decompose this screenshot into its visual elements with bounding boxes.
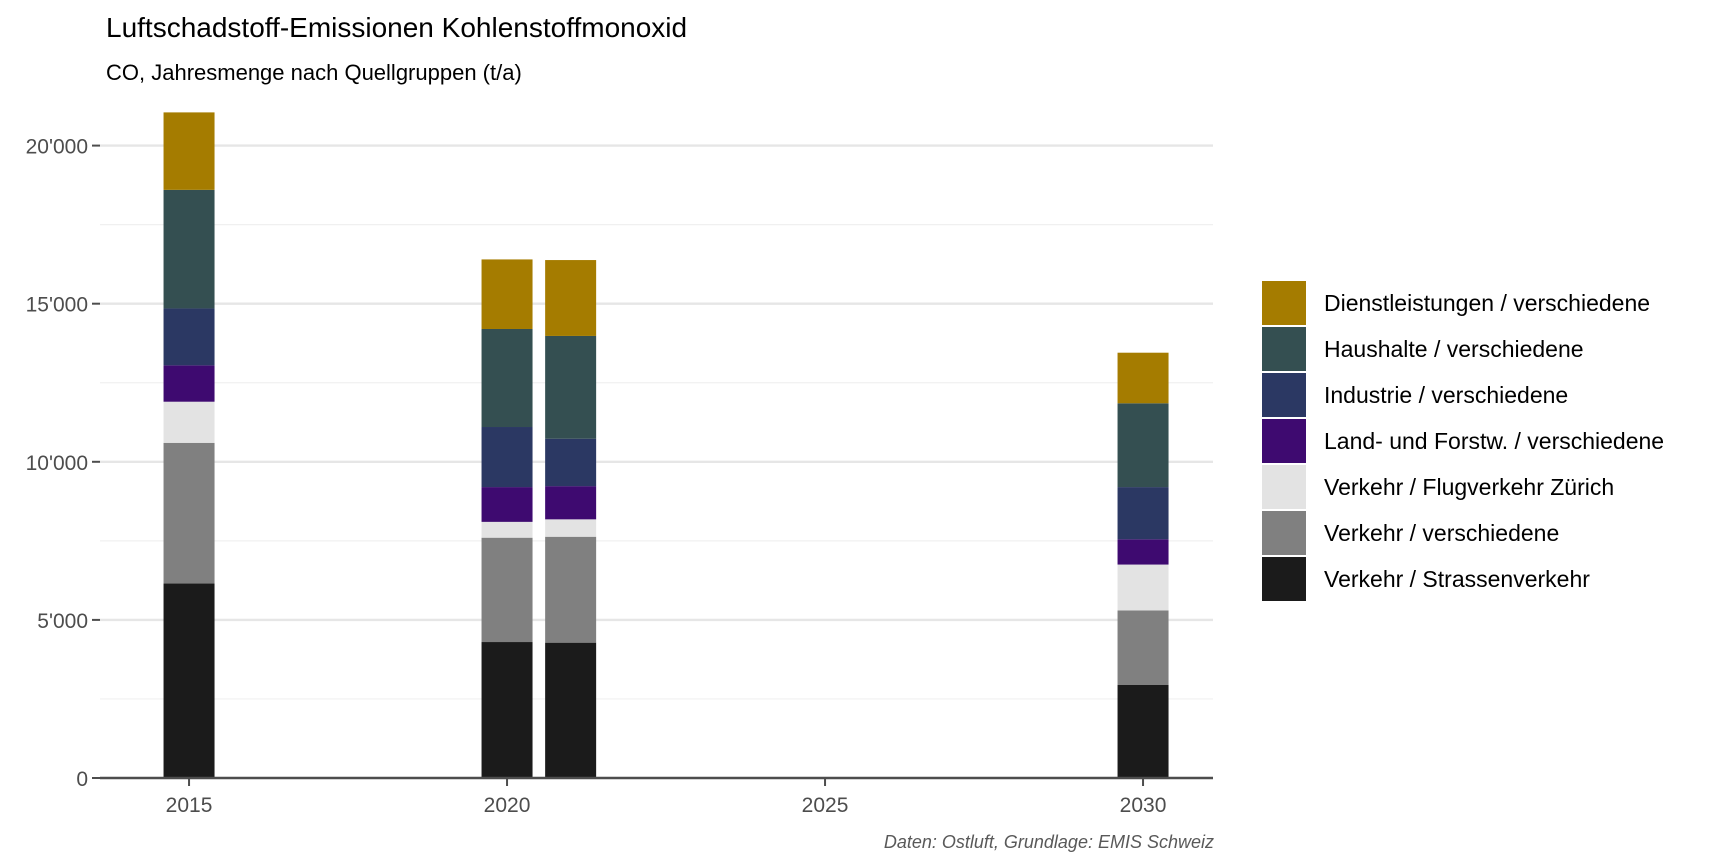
x-tick-label: 2025 [802,794,849,817]
bar-segment [481,259,533,329]
bar-segment [545,438,597,487]
bar-segment [1117,487,1169,540]
y-tick-label: 10'000 [26,452,88,475]
legend-swatch [1262,281,1306,325]
axis-layer: 0 5'000 10'000 15'000 20'000 2015 2020 2025 2030 [26,136,1213,817]
bar-segment [163,583,215,778]
bar-segment [163,112,215,190]
bar-segment [545,642,597,778]
bar-segment [163,401,215,443]
bar-segment [163,308,215,366]
legend-label: Verkehr / verschiedene [1324,519,1560,546]
legend-swatch [1262,327,1306,371]
y-tick-label: 15'000 [26,294,88,317]
legend-item: Verkehr / Flugverkehr Zürich [1262,464,1664,510]
bar-segment [545,335,597,439]
bar-segment [481,642,533,778]
bar-segment [1117,352,1169,404]
y-tick-label: 20'000 [26,136,88,159]
legend-label: Verkehr / Strassenverkehr [1324,565,1590,592]
bar-layer [163,112,1169,778]
legend-item: Industrie / verschiedene [1262,372,1664,418]
bar-segment [481,537,533,643]
legend-swatch [1262,419,1306,463]
legend-label: Dienstleistungen / verschiedene [1324,289,1651,316]
legend-swatch [1262,373,1306,417]
legend-item: Haushalte / verschiedene [1262,326,1664,372]
y-tick-label: 5'000 [37,610,88,633]
bar-segment [481,427,533,488]
caption: Daten: Ostluft, Grundlage: EMIS Schweiz [883,832,1214,852]
x-tick-label: 2030 [1120,794,1167,817]
legend-label: Industrie / verschiedene [1324,381,1569,408]
bar-segment [545,486,597,520]
bar-segment [545,260,597,336]
bar-segment [1117,610,1169,685]
bar-segment [1117,539,1169,565]
grid-layer [100,144,1213,700]
legend-item: Land- und Forstw. / verschiedene [1262,418,1664,464]
legend-swatch [1262,557,1306,601]
bar-segment [1117,684,1169,778]
bar-segment [163,365,215,402]
legend-item: Verkehr / verschiedene [1262,510,1664,556]
x-tick-label: 2020 [484,794,531,817]
bar-segment [163,189,215,309]
bar-segment [545,536,597,643]
bar-segment [481,328,533,428]
chart-title: Luftschadstoff-Emissionen Kohlenstoffmon… [106,12,688,43]
chart-subtitle: CO, Jahresmenge nach Quellgruppen (t/a) [106,60,522,85]
bar-segment [481,521,533,538]
bar-segment [545,519,597,537]
legend: Dienstleistungen / verschiedene Haushalte… [1262,280,1664,602]
legend-label: Land- und Forstw. / verschiedene [1324,427,1665,454]
bar-segment [481,487,533,522]
legend-item: Dienstleistungen / verschiedene [1262,280,1664,326]
legend-swatch [1262,511,1306,555]
legend-label: Verkehr / Flugverkehr Zürich [1324,473,1615,500]
bar-segment [1117,403,1169,488]
legend-item: Verkehr / Strassenverkehr [1262,556,1664,602]
legend-swatch [1262,465,1306,509]
bar-segment [163,442,215,584]
x-tick-label: 2015 [166,794,213,817]
y-tick-label: 0 [76,768,88,791]
bar-segment [1117,564,1169,611]
legend-label: Haushalte / verschiedene [1324,335,1584,362]
